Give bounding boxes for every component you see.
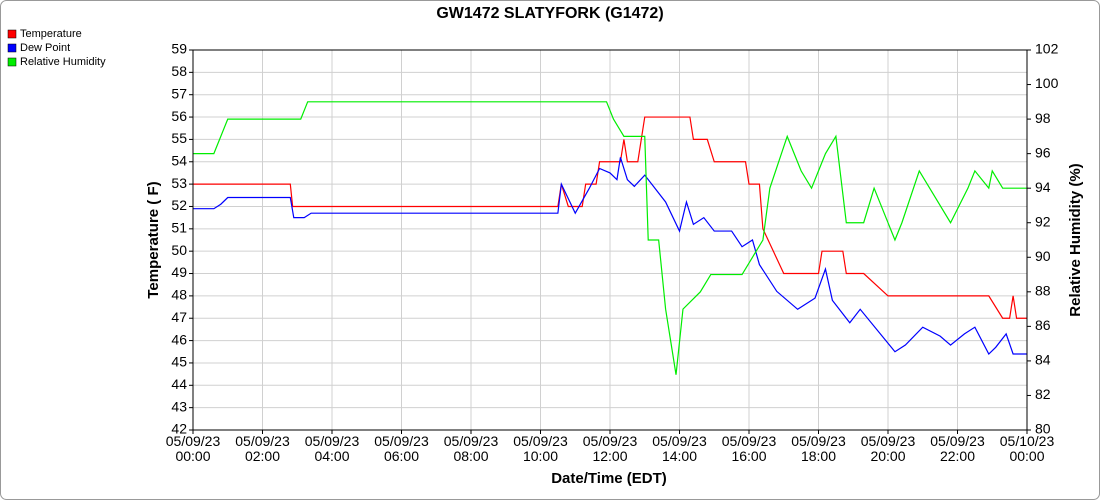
y2-tick-label: 80: [1035, 421, 1051, 437]
series-line: [193, 157, 1027, 355]
x-tick-label: 05/09/23 20:00: [860, 433, 916, 464]
y2-tick-label: 94: [1035, 179, 1051, 195]
series-line: [193, 101, 1027, 375]
legend-label: Relative Humidity: [20, 56, 106, 68]
plot: [193, 101, 1027, 375]
x-tick-label: 05/10/23 00:00: [999, 433, 1055, 464]
y-tick-label: 46: [171, 331, 187, 347]
y2-tick-label: 84: [1035, 352, 1051, 368]
x-tick-label: 05/09/23 06:00: [374, 433, 429, 464]
chart-title: GW1472 SLATYFORK (G1472): [436, 5, 663, 22]
y-tick-label: 51: [171, 220, 187, 236]
y-tick-label: 43: [171, 398, 187, 414]
legend-label: Dew Point: [20, 42, 70, 54]
series-line: [193, 116, 1027, 319]
x-tick-label: 05/09/23 08:00: [443, 433, 499, 464]
y-tick-label: 42: [171, 421, 187, 437]
y-tick-label: 53: [171, 175, 187, 191]
x-axis-label: Date/Time (EDT): [551, 470, 667, 487]
y-tick-label: 45: [171, 354, 187, 370]
y2-tick-label: 98: [1035, 110, 1051, 126]
x-tick-label: 05/09/23 14:00: [652, 433, 707, 464]
x-tick-label: 05/09/23 16:00: [721, 433, 777, 464]
y-tick-label: 58: [171, 63, 187, 79]
y2-tick-label: 90: [1035, 248, 1051, 264]
x-tick-label: 05/09/23 22:00: [930, 433, 985, 464]
legend-swatch: [7, 43, 17, 53]
y-tick-label: 49: [171, 264, 187, 280]
y-tick-label: 47: [171, 309, 187, 325]
y-tick-label: 48: [171, 287, 187, 303]
y-tick-label: 59: [171, 41, 187, 57]
x-tick-label: 05/09/23 02:00: [235, 433, 290, 464]
y2-tick-label: 96: [1035, 144, 1051, 160]
y-tick-label: 55: [171, 130, 187, 146]
x-tick-label: 05/09/23 10:00: [513, 433, 568, 464]
x-tick-label: 05/09/23 18:00: [791, 433, 846, 464]
y-tick-label: 54: [171, 152, 187, 168]
y-axis-label: Temperature ( F): [145, 181, 162, 298]
legend-swatch: [7, 57, 17, 67]
y-tick-label: 56: [171, 108, 187, 124]
y-tick-label: 57: [171, 85, 187, 101]
y-tick-label: 50: [171, 242, 187, 258]
y2-tick-label: 82: [1035, 386, 1051, 402]
legend: Temperature Dew Point Relative Humidity: [7, 28, 106, 68]
y2-tick-label: 102: [1035, 41, 1059, 57]
plot-border: [192, 49, 1028, 431]
y2-tick-label: 92: [1035, 213, 1051, 229]
x-tick-label: 05/09/23 00:00: [165, 433, 221, 464]
y2-tick-label: 86: [1035, 317, 1051, 333]
x-tick-label: 05/09/23 04:00: [304, 433, 360, 464]
legend-label: Temperature: [20, 28, 82, 40]
y2-axis-label: Relative Humidity (%): [1067, 163, 1084, 316]
y2-tick-label: 100: [1035, 75, 1059, 91]
legend-swatch: [7, 29, 17, 39]
y-tick-label: 52: [171, 197, 187, 213]
x-tick-label: 05/09/23 12:00: [582, 433, 638, 464]
y-tick-label: 44: [171, 376, 187, 392]
y2-tick-label: 88: [1035, 283, 1051, 299]
